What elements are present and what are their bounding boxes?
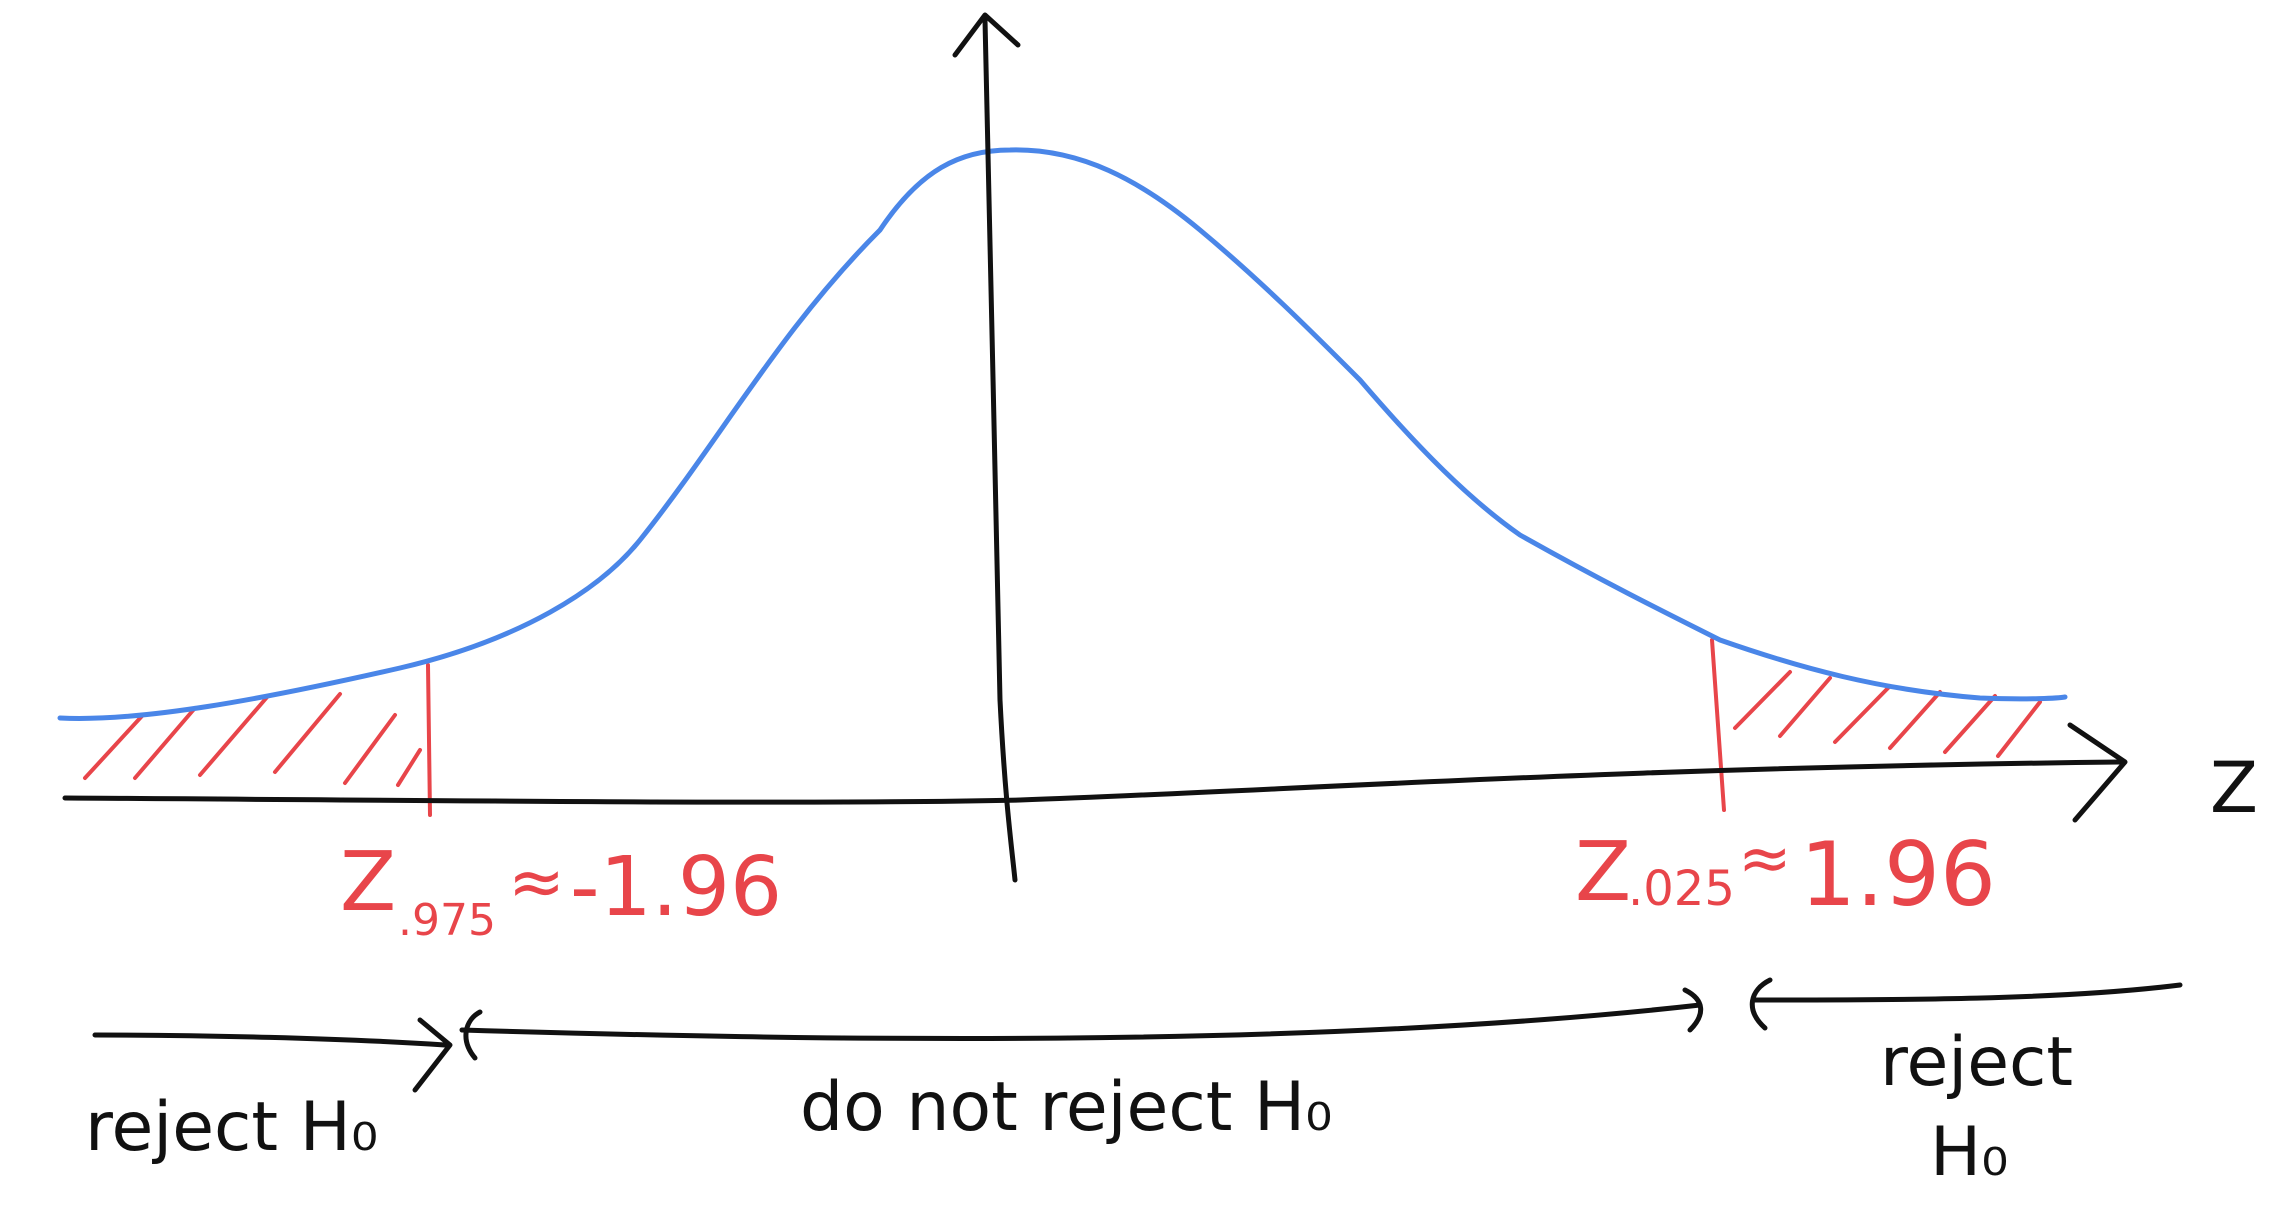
left-critical-label: Z .975 ≈ -1.96 xyxy=(340,835,782,946)
right-reject-arrowhead xyxy=(1749,977,1773,1031)
right-critical-symbol: Z xyxy=(1575,825,1631,920)
right-critical-subscript: .025 xyxy=(1628,861,1735,917)
left-critical-relation: ≈ xyxy=(508,843,565,922)
right-rejection-hatching xyxy=(1733,670,2042,758)
left-critical-line xyxy=(426,663,432,817)
right-reject-arrow xyxy=(1752,982,2183,1003)
middle-arrow-right-head xyxy=(1682,987,1704,1033)
left-rejection-hatching xyxy=(83,692,422,787)
normal-curve xyxy=(57,147,2068,721)
x-axis xyxy=(62,759,2123,805)
right-critical-value: 1.96 xyxy=(1800,823,1996,926)
middle-region-label: do not reject H₀ xyxy=(800,1068,1332,1147)
right-reject-label-line1: reject xyxy=(1880,1023,2073,1102)
y-axis xyxy=(982,17,1018,883)
x-axis-arrowhead xyxy=(2067,722,2128,823)
region-arrows xyxy=(92,977,2183,1093)
left-reject-arrowhead xyxy=(412,1017,453,1093)
left-critical-subscript: .975 xyxy=(398,895,496,946)
left-reject-label: reject H₀ xyxy=(85,1088,378,1167)
left-reject-arrow xyxy=(92,1032,448,1048)
right-critical-relation: ≈ xyxy=(1738,822,1792,896)
right-critical-label: Z .025 ≈ 1.96 xyxy=(1575,822,1996,926)
middle-arrow-left-head xyxy=(463,1009,483,1061)
left-critical-symbol: Z xyxy=(340,835,396,930)
right-reject-label-line2: H₀ xyxy=(1930,1113,2008,1192)
y-axis-arrowhead xyxy=(952,12,1021,58)
middle-arrow xyxy=(459,1002,1703,1042)
right-critical-line xyxy=(1710,638,1726,812)
left-critical-value: -1.96 xyxy=(570,840,782,935)
x-axis-label: Z xyxy=(2210,747,2258,829)
